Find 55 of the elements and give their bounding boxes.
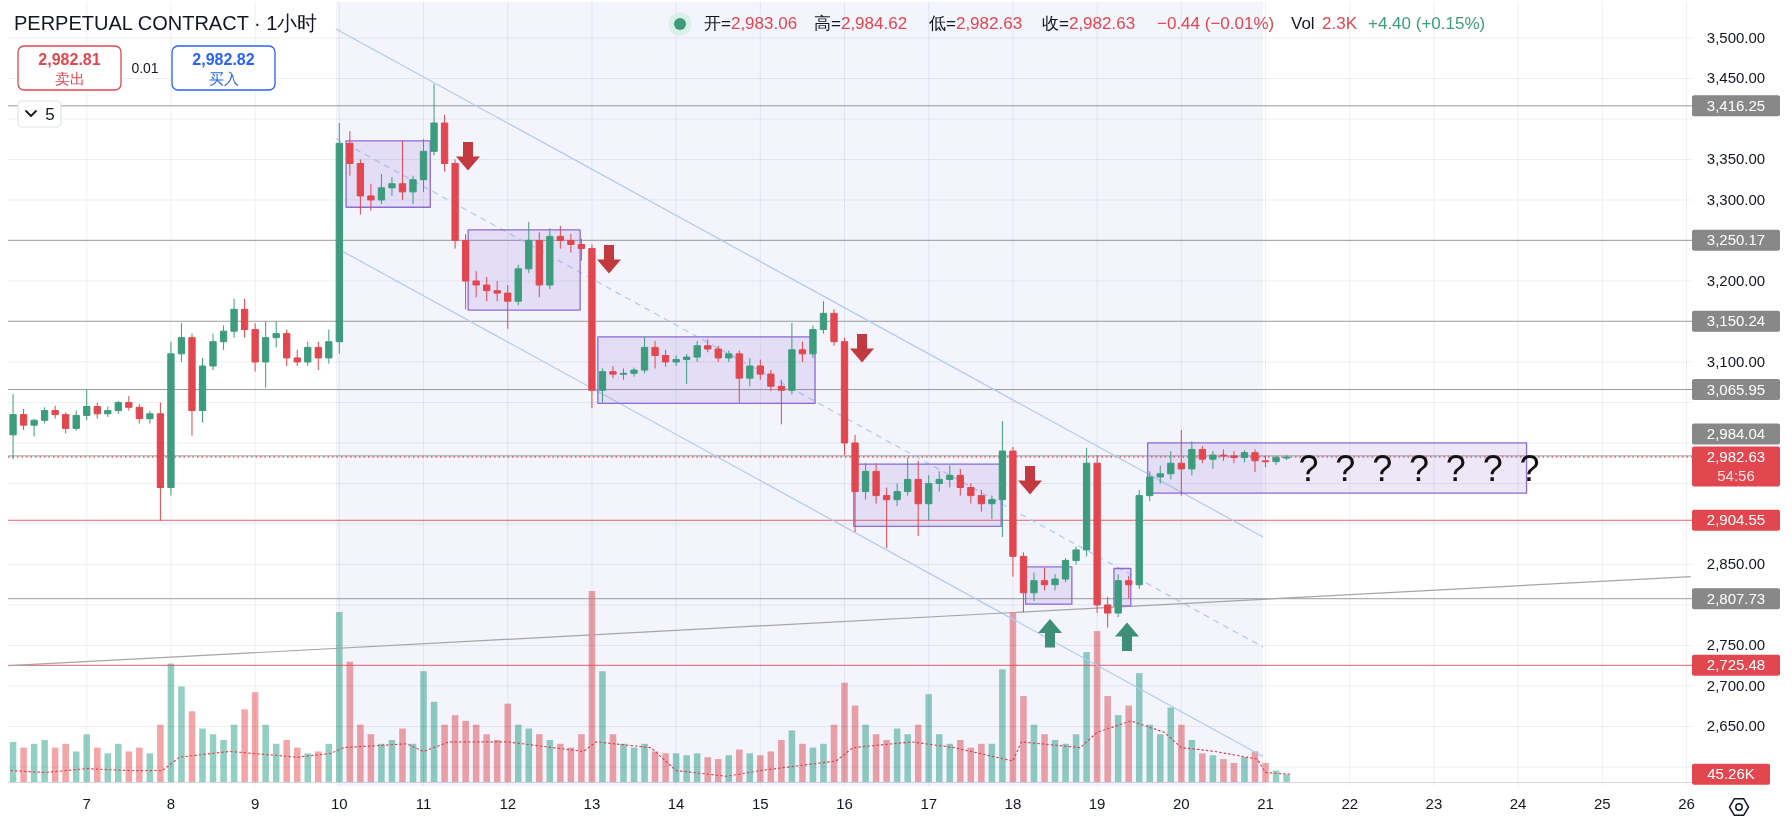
x-tick-label: 8	[166, 795, 176, 812]
x-tick-label: 18	[1004, 795, 1022, 812]
annotation: +4.40 (+0.15%)	[1368, 14, 1486, 33]
annotation: 5	[45, 105, 55, 124]
ref-line-label: 2,725.48	[1706, 656, 1766, 674]
x-tick-label: 24	[1509, 795, 1527, 812]
ref-line-label: 3,065.95	[1706, 380, 1766, 398]
y-tick-label: 2,700.00	[1706, 676, 1766, 694]
x-tick-label: 20	[1172, 795, 1190, 812]
annotation: 2,982.81	[38, 51, 101, 68]
annotation: 0.01	[131, 60, 159, 76]
y-tick-label: 3,450.00	[1706, 69, 1766, 87]
y-tick-label: 2,750.00	[1706, 636, 1766, 654]
ref-line-label: 2,984.04	[1706, 425, 1766, 443]
y-tick-label: 3,200.00	[1706, 271, 1766, 289]
x-tick-label: 7	[82, 795, 91, 812]
y-tick-label: 3,300.00	[1706, 190, 1766, 208]
x-tick-label: 11	[415, 795, 432, 812]
ref-line-label: 2,807.73	[1706, 589, 1766, 607]
x-tick-label: 15	[751, 795, 769, 812]
text: PERPETUAL CONTRACT · 1小时	[14, 12, 318, 34]
y-tick-label: 2,850.00	[1706, 555, 1766, 573]
annotation: 低=2,982.63	[929, 14, 1023, 33]
annotation: 收=2,982.63	[1042, 14, 1136, 33]
y-tick-label: 3,100.00	[1706, 352, 1766, 370]
annotation: 买入	[208, 70, 239, 87]
x-tick-label: 26	[1678, 795, 1695, 812]
annotation: 高=2,984.62	[814, 14, 908, 33]
y-tick-label: 3,350.00	[1706, 150, 1766, 168]
annotation: Vol	[1291, 14, 1315, 33]
x-tick-label: 25	[1593, 795, 1611, 812]
x-tick-label: 22	[1341, 795, 1359, 812]
ref-line-label: 3,250.17	[1706, 231, 1766, 249]
annotation: 2,982.82	[192, 51, 255, 68]
annotation: 开=2,983.06	[704, 14, 798, 33]
x-tick-label: 10	[330, 795, 348, 812]
x-tick-label: 23	[1425, 795, 1443, 812]
x-tick-label: 19	[1088, 795, 1106, 812]
x-tick-label: 9	[250, 795, 260, 812]
annotation: 2.3K	[1322, 14, 1358, 33]
text: 54:56	[1717, 466, 1755, 484]
annotation: −0.44 (−0.01%)	[1157, 14, 1275, 33]
y-tick-label: 2,650.00	[1706, 717, 1766, 735]
x-tick-label: 16	[836, 795, 853, 812]
ref-line-label: 2,982.63	[1706, 448, 1766, 466]
x-tick-label: 14	[667, 795, 685, 812]
x-tick-label: 21	[1257, 795, 1274, 812]
x-tick-label: 17	[920, 795, 938, 812]
ref-line-label: 3,416.25	[1706, 96, 1766, 114]
y-tick-label: 3,500.00	[1706, 28, 1766, 46]
ref-line-label: 2,904.55	[1706, 511, 1766, 529]
ref-line-label: 3,150.24	[1706, 312, 1766, 330]
x-tick-label: 12	[499, 795, 517, 812]
x-tick-label: 13	[583, 795, 601, 812]
annotation: 卖出	[54, 70, 85, 87]
